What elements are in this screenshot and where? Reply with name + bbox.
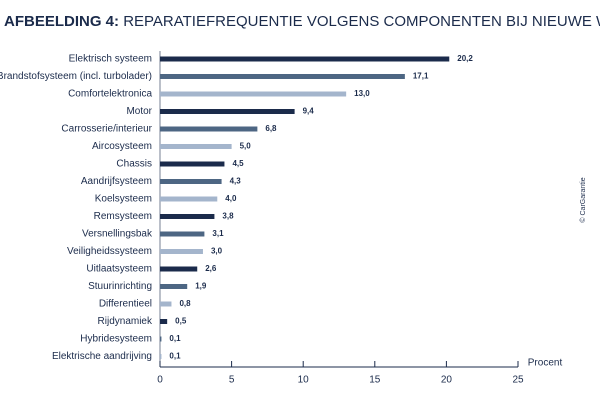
value-label: 3,0: [211, 247, 223, 256]
y-tick-label: Aircosysteem: [92, 141, 152, 152]
y-tick-label: Aandrijfsysteem: [81, 176, 152, 187]
x-tick-label: 10: [298, 375, 310, 386]
bar: [160, 179, 222, 184]
title-label: AFBEELDING 4:: [4, 13, 119, 30]
y-tick-label: Versnellingsbak: [82, 229, 153, 240]
y-tick-label: Brandstofsysteem (incl. turbolader): [0, 71, 152, 82]
y-tick-label: Uitlaatsysteem: [86, 264, 152, 275]
value-label: 3,1: [212, 229, 224, 238]
value-label: 9,4: [303, 107, 315, 116]
value-label: 5,0: [240, 142, 252, 151]
x-tick-label: 5: [229, 375, 235, 386]
bar: [160, 319, 168, 324]
y-tick-label: Comfortelektronica: [68, 89, 152, 100]
bar: [160, 109, 295, 114]
bar: [160, 354, 162, 359]
value-label: 4,5: [232, 159, 244, 168]
value-label: 1,9: [195, 282, 207, 291]
value-label: 2,6: [205, 264, 217, 273]
x-tick-label: 0: [157, 375, 163, 386]
y-tick-label: Stuurinrichting: [88, 281, 152, 292]
value-label: 3,8: [222, 212, 234, 221]
y-tick-label: Carrosserie/interieur: [61, 124, 152, 135]
bar: [160, 91, 347, 97]
bar: [160, 214, 215, 219]
value-label: 0,1: [169, 334, 181, 343]
value-label: 0,5: [175, 317, 187, 326]
bar: [160, 336, 162, 342]
y-tick-label: Rijdynamiek: [98, 316, 153, 327]
y-tick-label: Motor: [126, 106, 152, 117]
bar: [160, 144, 232, 149]
value-label: 0,1: [169, 352, 181, 361]
bar: [160, 74, 405, 79]
bar: [160, 301, 172, 307]
y-tick-label: Hybridesysteem: [80, 334, 152, 345]
bar: [160, 196, 218, 202]
title-text: REPARATIEFREQUENTIE VOLGENS COMPONENTEN …: [123, 13, 600, 30]
y-tick-label: Remsysteem: [94, 211, 152, 222]
bar: [160, 231, 205, 237]
value-label: 17,1: [413, 72, 429, 81]
value-label: 0,8: [179, 299, 191, 308]
y-tick-label: Elektrische aandrijving: [52, 351, 152, 362]
chart-title: AFBEELDING 4: REPARATIEFREQUENTIE VOLGEN…: [4, 13, 600, 30]
y-tick-label: Koelsysteem: [95, 194, 152, 205]
bar: [160, 249, 203, 254]
x-tick-label: 20: [441, 375, 453, 386]
value-label: 6,8: [265, 124, 277, 133]
x-axis-label: Procent: [528, 358, 563, 369]
bar: [160, 284, 188, 289]
value-label: 13,0: [354, 89, 370, 98]
bar: [160, 56, 450, 62]
value-label: 20,2: [457, 54, 473, 63]
y-tick-label: Differentieel: [99, 299, 152, 310]
y-tick-label: Veiligheidssysteem: [67, 246, 152, 257]
bar: [160, 126, 258, 132]
x-tick-label: 15: [369, 375, 381, 386]
y-tick-label: Chassis: [116, 159, 152, 170]
value-label: 4,3: [230, 177, 242, 186]
y-tick-label: Elektrisch systeem: [69, 54, 152, 65]
bar: [160, 266, 198, 272]
x-tick-label: 25: [512, 375, 524, 386]
value-label: 4,0: [225, 194, 237, 203]
bar: [160, 161, 225, 167]
copyright: © CarGarantie: [579, 177, 587, 222]
